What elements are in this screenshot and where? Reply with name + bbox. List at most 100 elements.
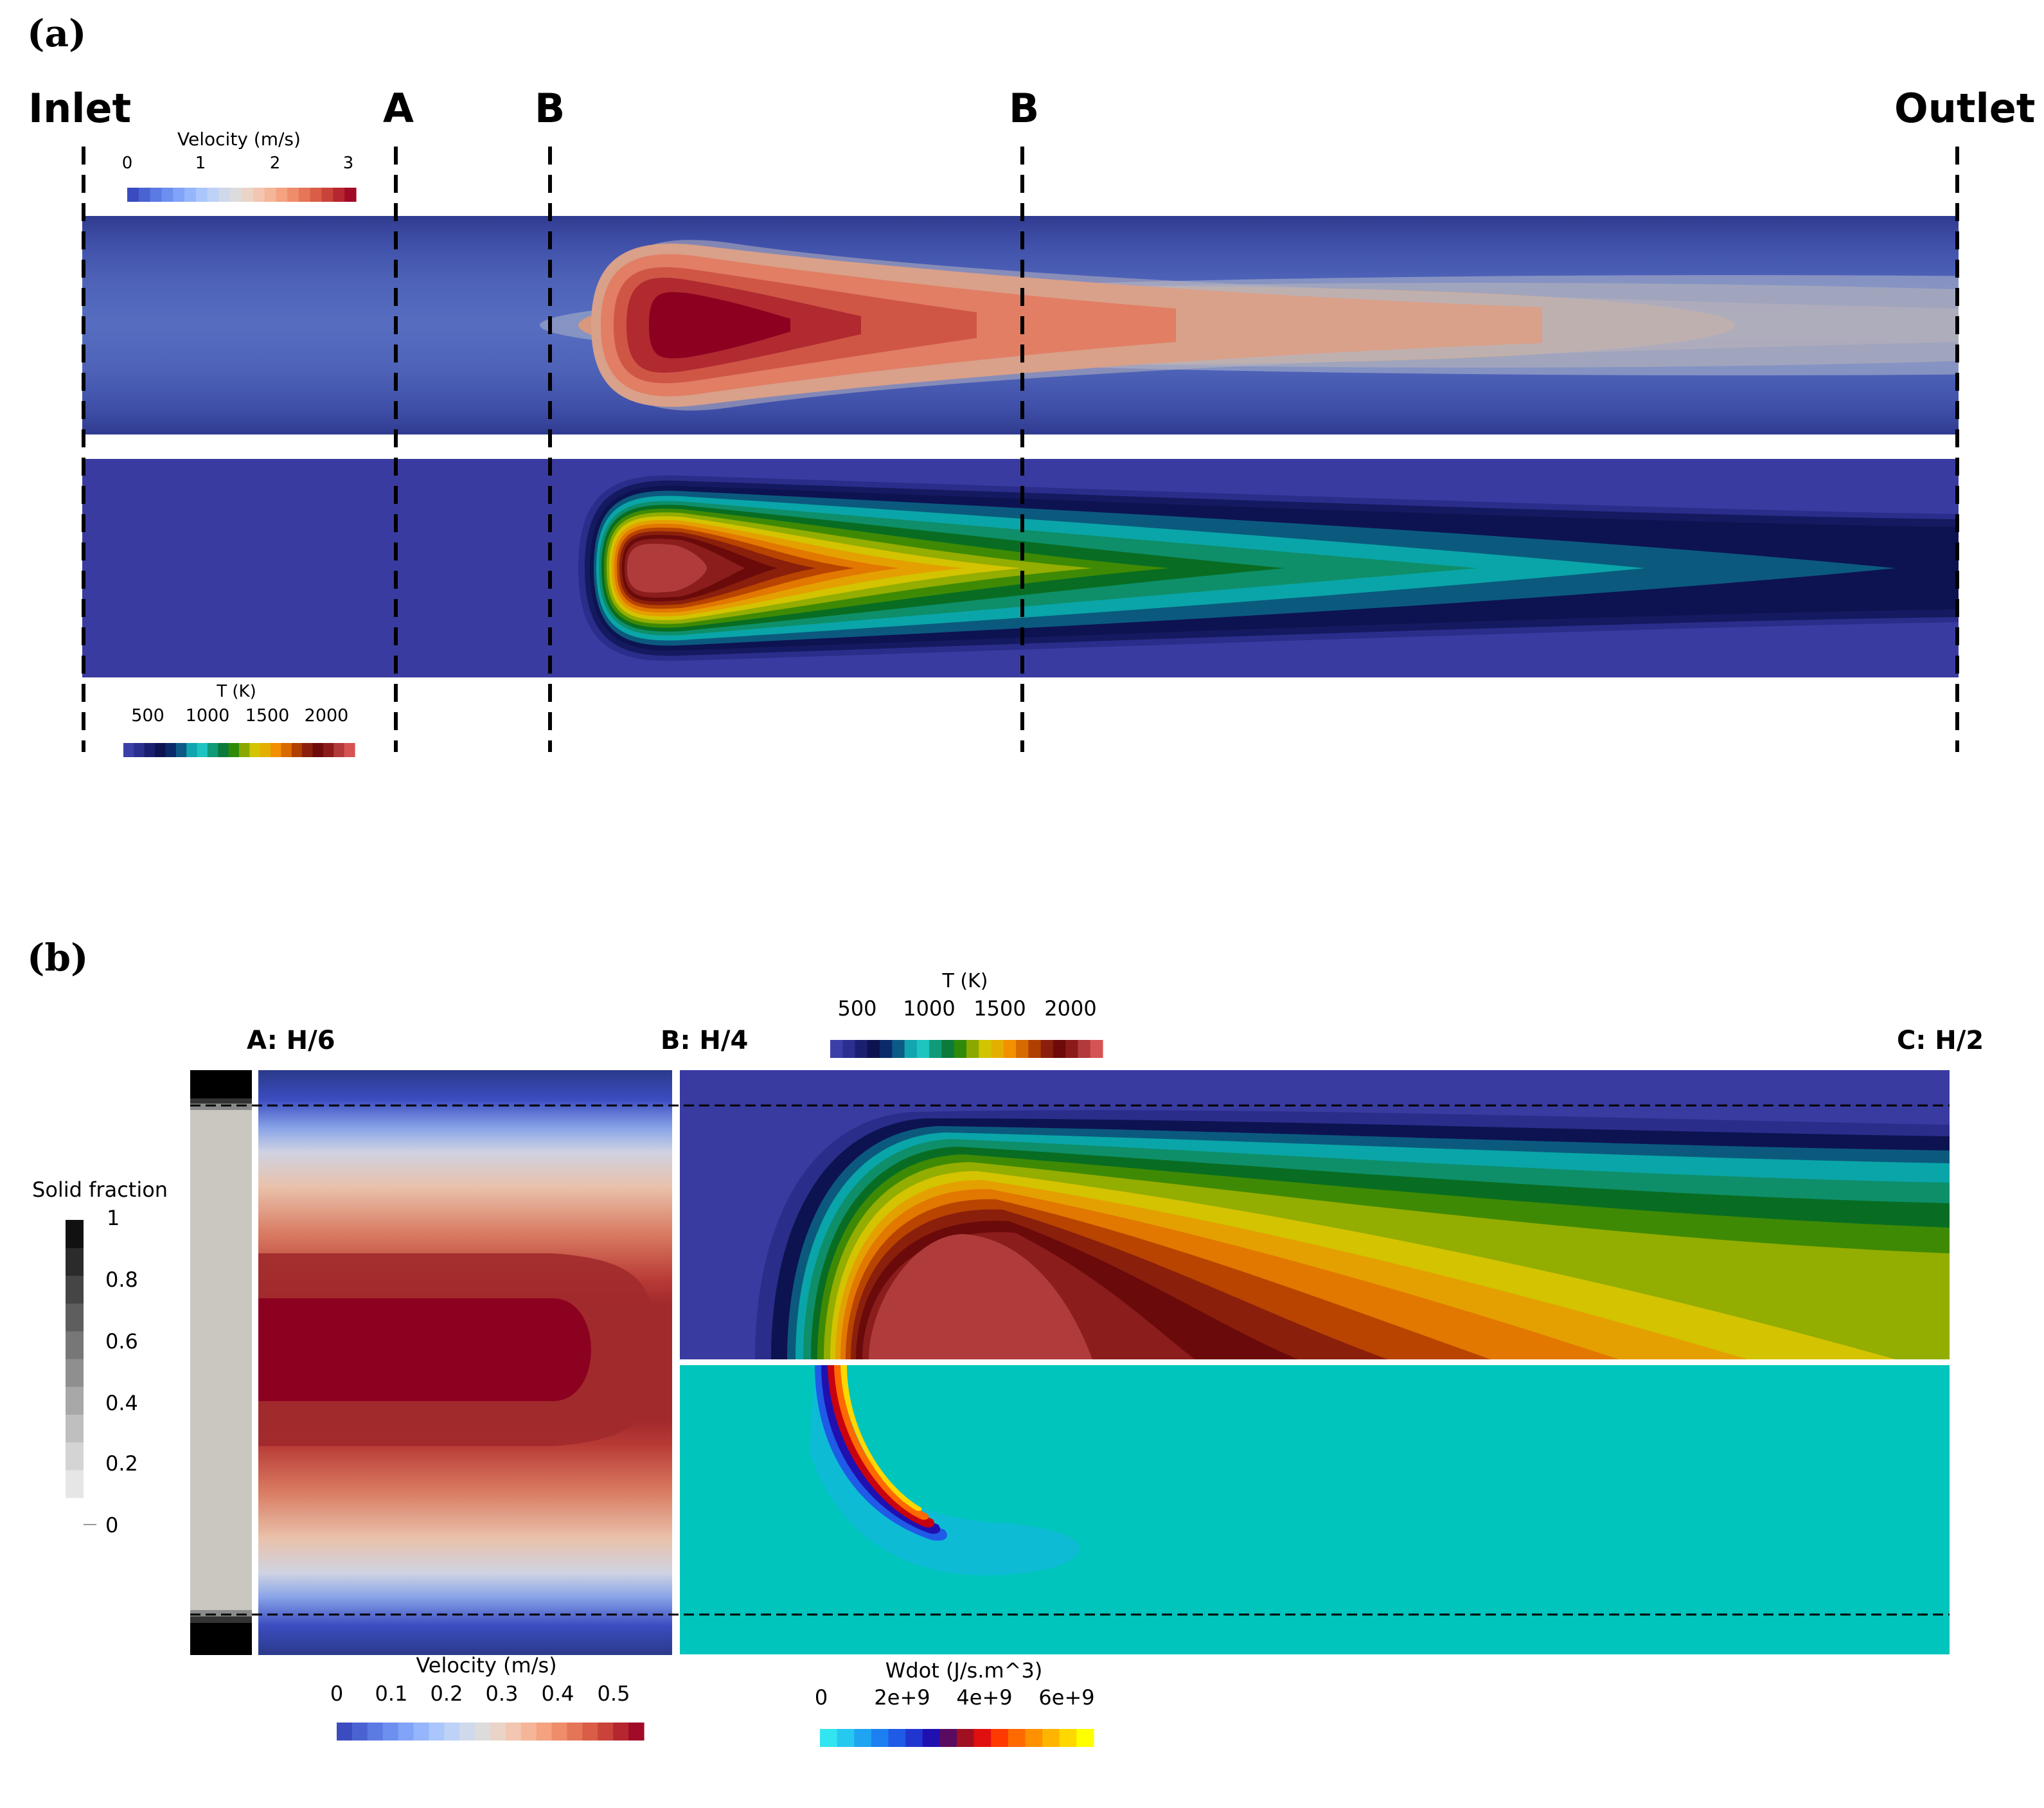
colorbar-swatch <box>230 188 242 202</box>
colorbar-swatch <box>264 188 276 202</box>
colorbar-swatch <box>929 1040 943 1058</box>
section-c-label: C: H/2 <box>1897 1026 1984 1055</box>
colorbar-swatch <box>954 1040 967 1058</box>
colorbar-swatch <box>1008 1729 1026 1747</box>
wdot-field-b <box>680 1365 1950 1654</box>
colorbar-swatch <box>66 1469 84 1498</box>
wdot-colorbar-tick: 4e+9 <box>956 1685 1012 1710</box>
colorbar-swatch <box>260 743 271 757</box>
colorbar-swatch <box>228 743 240 757</box>
colorbar-swatch <box>854 1729 872 1747</box>
colorbar-swatch <box>613 1723 629 1741</box>
colorbar-swatch <box>207 188 219 202</box>
temperature-colorbar-b-tick: 1500 <box>973 996 1026 1021</box>
colorbar-swatch <box>837 1729 855 1747</box>
temperature-colorbar-a-title: T (K) <box>216 682 256 701</box>
velocity-colorbar-a-tick: 1 <box>195 154 206 173</box>
solid-fraction-colorbar-tick: 1 <box>107 1206 120 1230</box>
colorbar-swatch <box>475 1723 491 1741</box>
colorbar-swatch <box>242 188 254 202</box>
colorbar-swatch <box>207 743 218 757</box>
colorbar-swatch <box>253 188 265 202</box>
colorbar-swatch <box>490 1723 506 1741</box>
velocity-colorbar-a-swatches <box>127 188 357 202</box>
solid-fraction-colorbar-swatches <box>66 1220 84 1498</box>
colorbar-swatch <box>991 1040 1004 1058</box>
temperature-colorbar-b-title: T (K) <box>942 970 988 992</box>
colorbar-swatch <box>165 743 177 757</box>
colorbar-swatch <box>150 188 162 202</box>
station-outlet-label: Outlet <box>1894 85 2035 132</box>
station-a-label: A <box>383 85 414 132</box>
colorbar-swatch <box>186 743 198 757</box>
velocity-colorbar-b-tick: 0.3 <box>486 1681 519 1706</box>
wdot-colorbar: Wdot (J/s.m^3) 0 2e+9 4e+9 6e+9 <box>815 1658 1095 1747</box>
colorbar-swatch <box>138 188 151 202</box>
colorbar-swatch <box>66 1275 84 1304</box>
colorbar-swatch <box>413 1723 429 1741</box>
colorbar-swatch <box>842 1040 856 1058</box>
solid-fraction-colorbar-tick: 0.6 <box>105 1329 138 1354</box>
temperature-field-b <box>680 1070 1950 1359</box>
colorbar-swatch <box>916 1040 930 1058</box>
colorbar-swatch <box>312 743 324 757</box>
colorbar-swatch <box>1078 1040 1091 1058</box>
section-a-label: A: H/6 <box>247 1026 335 1055</box>
colorbar-swatch <box>66 1248 84 1276</box>
colorbar-swatch <box>302 743 314 757</box>
solid-fraction-colorbar-title: Solid fraction <box>32 1177 168 1202</box>
colorbar-swatch <box>333 743 345 757</box>
colorbar-swatch <box>239 743 250 757</box>
colorbar-swatch <box>1065 1040 1079 1058</box>
colorbar-swatch <box>161 188 173 202</box>
colorbar-swatch <box>134 743 145 757</box>
colorbar-swatch <box>1040 1040 1054 1058</box>
wdot-colorbar-title: Wdot (J/s.m^3) <box>885 1658 1043 1683</box>
solid-fraction-colorbar-tick: 0.8 <box>105 1267 138 1292</box>
colorbar-swatch <box>1042 1729 1060 1747</box>
velocity-colorbar-a-tick: 3 <box>343 154 354 173</box>
colorbar-swatch <box>66 1386 84 1415</box>
colorbar-swatch <box>429 1723 445 1741</box>
wdot-colorbar-tick: 6e+9 <box>1038 1685 1094 1710</box>
colorbar-swatch <box>888 1729 906 1747</box>
velocity-colorbar-a-title: Velocity (m/s) <box>177 129 301 150</box>
dashed-lines-b <box>190 1104 1950 1616</box>
velocity-colorbar-b-tick: 0 <box>330 1681 343 1706</box>
colorbar-swatch <box>444 1723 460 1741</box>
colorbar-swatch <box>281 743 292 757</box>
colorbar-swatch <box>344 188 357 202</box>
colorbar-swatch <box>333 188 345 202</box>
colorbar-swatch <box>1059 1729 1077 1747</box>
velocity-colorbar-b-tick: 0.2 <box>431 1681 463 1706</box>
velocity-colorbar-b-tick: 0.5 <box>598 1681 630 1706</box>
station-b1-label: B <box>535 85 565 132</box>
temperature-colorbar-b-swatches <box>830 1040 1103 1058</box>
colorbar-swatch <box>922 1729 940 1747</box>
colorbar-swatch <box>66 1330 84 1359</box>
colorbar-swatch <box>867 1040 880 1058</box>
wdot-colorbar-tick: 2e+9 <box>874 1685 930 1710</box>
wdot-colorbar-tick: 0 <box>815 1685 828 1710</box>
velocity-colorbar-b-swatches <box>337 1723 644 1741</box>
temperature-colorbar-a: T (K) 500 1000 1500 2000 <box>123 682 355 757</box>
solid-fraction-colorbar: Solid fraction 1 0.8 0.6 0.4 0.2 0 <box>32 1177 168 1537</box>
colorbar-swatch <box>271 743 282 757</box>
colorbar-swatch <box>344 743 355 757</box>
colorbar-swatch <box>905 1729 923 1747</box>
colorbar-swatch <box>367 1723 384 1741</box>
temperature-colorbar-b-tick: 2000 <box>1044 996 1096 1021</box>
colorbar-swatch <box>155 743 166 757</box>
colorbar-swatch <box>66 1414 84 1443</box>
solid-fraction-strip <box>190 1070 252 1655</box>
temperature-field-a <box>82 459 1959 677</box>
velocity-colorbar-b-tick: 0.1 <box>375 1681 408 1706</box>
colorbar-swatch <box>820 1729 838 1747</box>
colorbar-swatch <box>310 188 323 202</box>
colorbar-swatch <box>1090 1040 1103 1058</box>
colorbar-swatch <box>1003 1040 1017 1058</box>
velocity-colorbar-b: Velocity (m/s) 0 0.1 0.2 0.3 0.4 0.5 <box>330 1653 644 1741</box>
colorbar-swatch <box>973 1729 991 1747</box>
velocity-field-b <box>258 1070 672 1655</box>
